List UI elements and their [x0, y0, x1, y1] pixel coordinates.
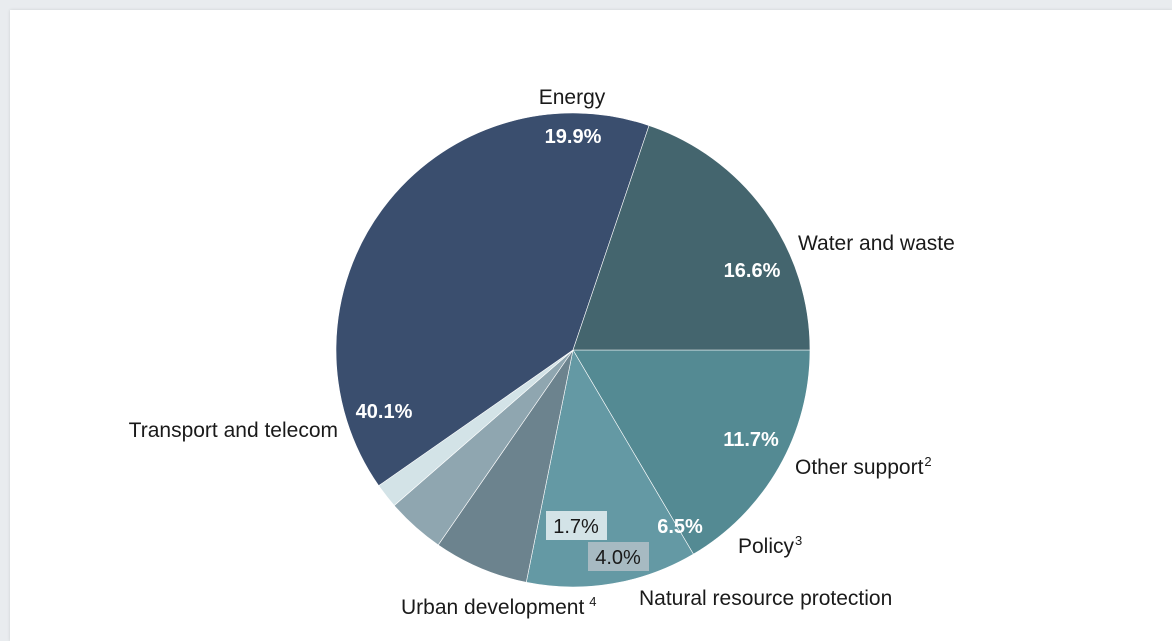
value-energy: 19.9% [545, 126, 602, 148]
label-energy: Energy [539, 86, 606, 109]
value-water-and-waste: 16.6% [724, 260, 781, 282]
label-water-and-waste: Water and waste [798, 232, 955, 255]
value-transport-and-telecom: 40.1% [356, 401, 413, 423]
label-urban-development: Urban development 4 [401, 594, 597, 619]
value-box-urban-development [546, 511, 607, 540]
pie-slice-transport-and-telecom [335, 112, 650, 487]
pie-slice-water-and-waste [572, 349, 811, 555]
label-policy: Policy3 [738, 533, 802, 558]
value-policy: 6.5% [657, 516, 703, 538]
value-urban-development: 1.7% [553, 516, 599, 538]
label-natural-resource-protection: Natural resource protection [639, 587, 892, 610]
label-transport-and-telecom: Transport and telecom [129, 419, 338, 442]
value-natural-resource-protection: 4.0% [595, 547, 641, 569]
label-other-support: Other support2 [795, 454, 932, 479]
value-other-support: 11.7% [723, 429, 779, 451]
value-box-natural-resource-protection [588, 542, 649, 571]
pie-slice-energy [572, 125, 811, 351]
